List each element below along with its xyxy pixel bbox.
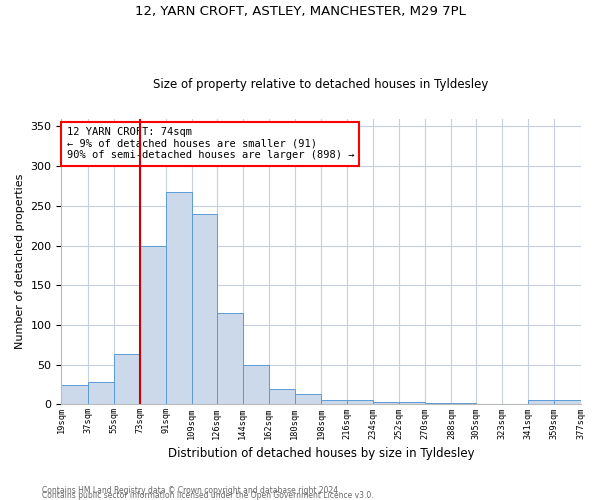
Bar bbox=[373, 402, 399, 404]
Bar bbox=[399, 402, 425, 404]
Bar bbox=[113, 354, 140, 405]
Bar bbox=[347, 400, 373, 404]
Y-axis label: Number of detached properties: Number of detached properties bbox=[15, 174, 25, 349]
Bar bbox=[425, 403, 451, 404]
Bar bbox=[242, 366, 269, 405]
Bar bbox=[88, 382, 113, 404]
X-axis label: Distribution of detached houses by size in Tyldesley: Distribution of detached houses by size … bbox=[167, 447, 474, 460]
Bar bbox=[321, 400, 347, 404]
Bar bbox=[140, 246, 166, 404]
Text: Contains HM Land Registry data © Crown copyright and database right 2024.: Contains HM Land Registry data © Crown c… bbox=[42, 486, 341, 495]
Text: 12, YARN CROFT, ASTLEY, MANCHESTER, M29 7PL: 12, YARN CROFT, ASTLEY, MANCHESTER, M29 … bbox=[134, 5, 466, 18]
Bar bbox=[192, 214, 217, 404]
Bar bbox=[295, 394, 321, 404]
Text: 12 YARN CROFT: 74sqm
← 9% of detached houses are smaller (91)
90% of semi-detach: 12 YARN CROFT: 74sqm ← 9% of detached ho… bbox=[67, 127, 354, 160]
Bar bbox=[61, 384, 88, 404]
Bar bbox=[166, 192, 192, 404]
Text: Contains public sector information licensed under the Open Government Licence v3: Contains public sector information licen… bbox=[42, 491, 374, 500]
Bar bbox=[451, 403, 476, 404]
Bar bbox=[554, 400, 581, 404]
Bar bbox=[217, 313, 242, 404]
Bar bbox=[269, 388, 295, 404]
Title: Size of property relative to detached houses in Tyldesley: Size of property relative to detached ho… bbox=[153, 78, 488, 91]
Bar bbox=[529, 400, 554, 404]
